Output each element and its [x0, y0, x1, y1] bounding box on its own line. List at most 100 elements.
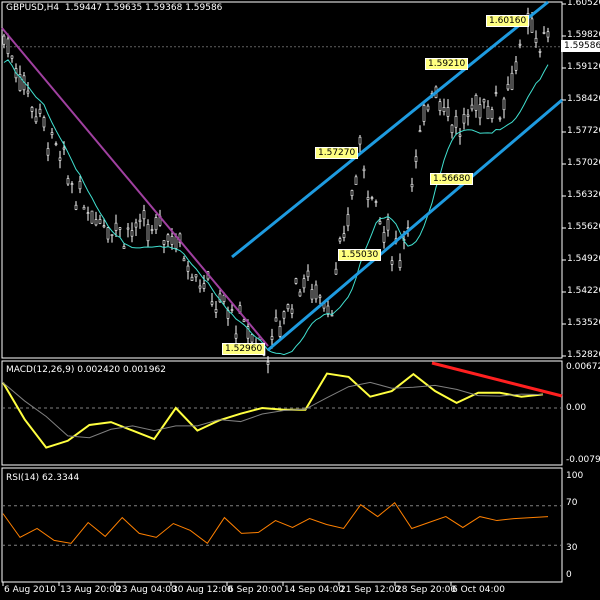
candle-body	[362, 168, 366, 172]
candle-body	[138, 219, 142, 222]
candle-body	[358, 136, 362, 145]
price-tick: 1.54220	[567, 286, 600, 296]
candle-body	[98, 219, 102, 224]
candle-body	[482, 99, 486, 103]
candle-body	[294, 278, 298, 284]
price-tick: 1.55620	[567, 222, 600, 232]
macd-tick: 0.00	[566, 403, 587, 413]
candle-body	[286, 304, 290, 310]
candle-body	[306, 270, 310, 278]
candle-body	[334, 268, 338, 275]
candle-body	[390, 260, 394, 265]
candle-body	[386, 219, 390, 231]
rsi-pane	[1, 467, 563, 583]
candle-body	[106, 227, 110, 240]
candle-body	[278, 326, 282, 337]
open: 1.59447	[64, 3, 103, 13]
price-tick: 1.59120	[567, 62, 600, 72]
candle-body	[222, 294, 226, 302]
candle-body	[398, 260, 402, 268]
candle-body	[538, 50, 542, 53]
price-tick: 1.52820	[567, 350, 600, 360]
time-tick: 30 Aug 12:00	[172, 585, 233, 595]
candle-body	[126, 227, 130, 230]
candle-body	[530, 18, 534, 33]
candle-body	[498, 117, 502, 120]
candle-body	[414, 156, 418, 162]
macd-tick: -0.00795	[566, 455, 600, 465]
high: 1.59635	[105, 3, 143, 13]
candle-body	[426, 105, 430, 111]
time-tick: 6 Aug 2010	[4, 585, 56, 595]
candle-body	[510, 72, 514, 90]
candle-body	[382, 232, 386, 243]
chart-header: GBPUSD,H4 1.59447 1.59635 1.59368 1.5958…	[6, 3, 222, 13]
candle-body	[86, 212, 90, 214]
candle-body	[58, 157, 62, 161]
candle-body	[154, 217, 158, 231]
candle-body	[506, 84, 510, 90]
candle-body	[234, 333, 238, 339]
candle-body	[466, 114, 470, 117]
candle-body	[78, 180, 82, 190]
candle-body	[450, 124, 454, 134]
candle-body	[282, 311, 286, 319]
rsi-tick: 70	[566, 498, 578, 508]
candle-body	[310, 289, 314, 300]
price-tick: 1.57020	[567, 158, 600, 168]
candle-body	[34, 116, 38, 123]
candle-body	[70, 183, 74, 185]
candle-body	[146, 224, 150, 242]
candle-body	[114, 222, 118, 231]
time-tick: 21 Sep 12:00	[340, 585, 401, 595]
price-label: 1.60160	[486, 15, 530, 27]
rsi-line	[2, 501, 549, 545]
candle-body	[130, 230, 134, 237]
candle-body	[202, 283, 206, 289]
price-tick: 1.57720	[567, 126, 600, 136]
candle-body	[150, 229, 154, 231]
candle-body	[54, 143, 58, 146]
candle-body	[518, 43, 522, 46]
candle-body	[2, 35, 6, 45]
candle-body	[514, 61, 518, 71]
candle-body	[370, 197, 374, 199]
candle-body	[302, 278, 306, 289]
candle-body	[42, 117, 46, 128]
time-tick: 6 Oct 04:00	[452, 585, 505, 595]
candle-body	[250, 334, 254, 343]
candle-body	[534, 37, 538, 43]
candle-body	[166, 234, 170, 242]
candle-body	[74, 204, 78, 210]
candle-body	[346, 214, 350, 227]
candle-body	[546, 31, 550, 38]
price-label: 1.57270	[315, 147, 359, 159]
macd-title: MACD(12,26,9) 0.002420 0.001962	[6, 365, 166, 375]
candle-body	[270, 336, 274, 340]
candle-body	[542, 32, 546, 34]
candle-body	[194, 274, 198, 278]
candle-body	[454, 116, 458, 128]
candle-body	[266, 361, 270, 365]
candle-body	[50, 132, 54, 135]
candle-body	[354, 176, 358, 186]
time-tick: 13 Aug 20:00	[60, 585, 121, 595]
candle-body	[330, 314, 334, 317]
candle-body	[314, 284, 318, 300]
candle-body	[410, 184, 414, 188]
channel-lower-line	[267, 98, 563, 352]
candle-body	[38, 108, 42, 114]
macd-pane	[1, 360, 563, 466]
downtrend-line	[1, 27, 269, 347]
candle-body	[214, 309, 218, 313]
time-tick: 28 Sep 20:00	[396, 585, 457, 595]
price-tick: 1.59820	[567, 30, 600, 40]
candle-body	[378, 221, 382, 225]
candle-body	[230, 309, 234, 311]
price-tick: 1.54920	[567, 254, 600, 264]
price-label: 1.56680	[430, 173, 474, 185]
candle-body	[290, 308, 294, 314]
close: 1.59586	[185, 3, 223, 13]
candle-body	[374, 201, 378, 203]
